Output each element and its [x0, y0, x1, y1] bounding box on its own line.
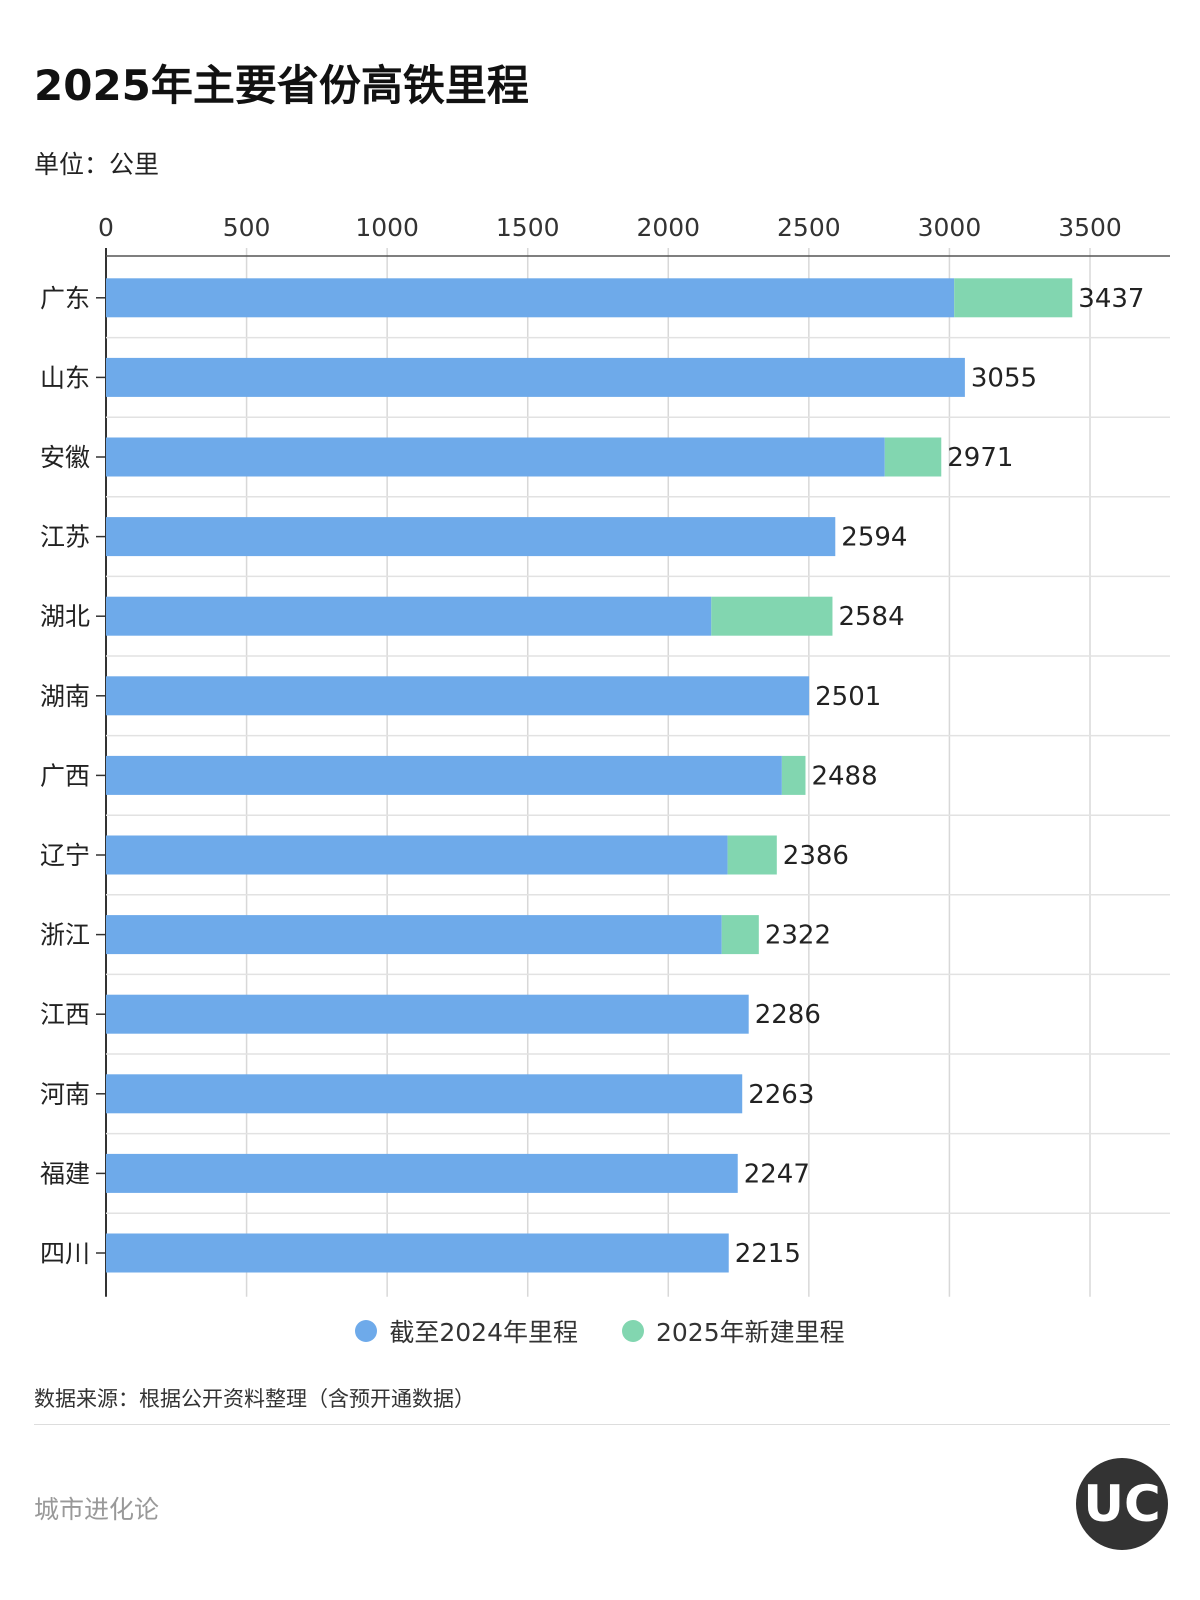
x-tick-label: 1000 — [355, 213, 419, 242]
data-label: 2971 — [947, 443, 1013, 473]
chart-title: 2025年主要省份高铁里程 — [34, 61, 529, 110]
legend-label-2025: 2025年新建里程 — [656, 1318, 845, 1347]
y-tick-label: 福建 — [40, 1159, 90, 1188]
bar-2025 — [727, 835, 777, 875]
legend-label-2024: 截至2024年里程 — [389, 1318, 578, 1347]
bar-2025 — [884, 437, 942, 477]
x-tick-label: 3500 — [1058, 213, 1122, 242]
bar-2025 — [721, 915, 759, 955]
bar-2024 — [106, 596, 712, 636]
y-tick-label: 湖北 — [40, 602, 90, 631]
bar-2025 — [954, 278, 1073, 318]
x-tick-label: 1500 — [496, 213, 560, 242]
y-tick-label: 江西 — [40, 1000, 90, 1029]
logo-text: UC — [1083, 1475, 1161, 1533]
unit-label: 单位：公里 — [34, 150, 160, 179]
bar-2024 — [106, 994, 749, 1034]
x-tick-label: 2000 — [636, 213, 700, 242]
legend-dot-2024 — [355, 1320, 378, 1342]
data-label: 2263 — [748, 1080, 814, 1110]
data-label: 2501 — [815, 682, 881, 712]
data-label: 2215 — [735, 1239, 801, 1269]
bar-2024 — [106, 437, 885, 477]
legend: 截至2024年里程 2025年新建里程 — [0, 1313, 1200, 1349]
data-label: 2247 — [744, 1159, 810, 1189]
brand-name: 城市进化论 — [34, 1495, 160, 1524]
x-tick-label: 2500 — [777, 213, 841, 242]
data-label: 2594 — [841, 523, 907, 553]
bar-2024 — [106, 278, 955, 318]
data-label: 2584 — [838, 602, 904, 632]
data-label: 3437 — [1078, 284, 1144, 314]
legend-dot-2025 — [622, 1320, 644, 1342]
y-tick-label: 广东 — [40, 284, 90, 313]
y-tick-label: 江苏 — [40, 523, 90, 552]
bar-2024 — [106, 676, 810, 716]
brand-logo: UC — [1076, 1458, 1168, 1550]
divider — [34, 1424, 1170, 1425]
bar-2024 — [106, 1233, 729, 1273]
bar-2024 — [106, 835, 728, 875]
data-label: 2386 — [783, 841, 849, 871]
x-tick-label: 0 — [98, 213, 114, 242]
y-tick-label: 山东 — [40, 363, 90, 392]
x-tick-label: 500 — [223, 213, 271, 242]
y-tick-label: 辽宁 — [40, 841, 90, 870]
y-tick-label: 河南 — [40, 1080, 90, 1109]
bar-2024 — [106, 755, 782, 795]
data-label: 2286 — [755, 1000, 821, 1030]
bar-2024 — [106, 357, 965, 397]
bar-2025 — [711, 596, 833, 636]
y-tick-label: 四川 — [40, 1239, 90, 1268]
y-tick-label: 湖南 — [40, 682, 90, 711]
data-label: 3055 — [971, 363, 1037, 393]
bar-chart: 0 500 1000 1500 2000 2500 3000 3500 广东 3437 山东 3055… — [40, 213, 1170, 1297]
legend-item-2024: 截至2024年里程 — [355, 1313, 578, 1349]
bar-2024 — [106, 1153, 738, 1193]
y-tick-label: 广西 — [40, 761, 90, 790]
data-label: 2322 — [765, 921, 831, 951]
data-source: 数据来源：根据公开资料整理（含预开通数据） — [34, 1387, 475, 1411]
y-tick-label: 浙江 — [40, 921, 90, 950]
bar-2024 — [106, 517, 836, 557]
bar-2024 — [106, 915, 722, 955]
y-tick-label: 安徽 — [40, 443, 90, 472]
data-label: 2488 — [811, 761, 877, 791]
bar-2025 — [781, 755, 806, 795]
bar-2024 — [106, 1074, 743, 1114]
x-tick-label: 3000 — [918, 213, 982, 242]
legend-item-2025: 2025年新建里程 — [622, 1313, 845, 1349]
